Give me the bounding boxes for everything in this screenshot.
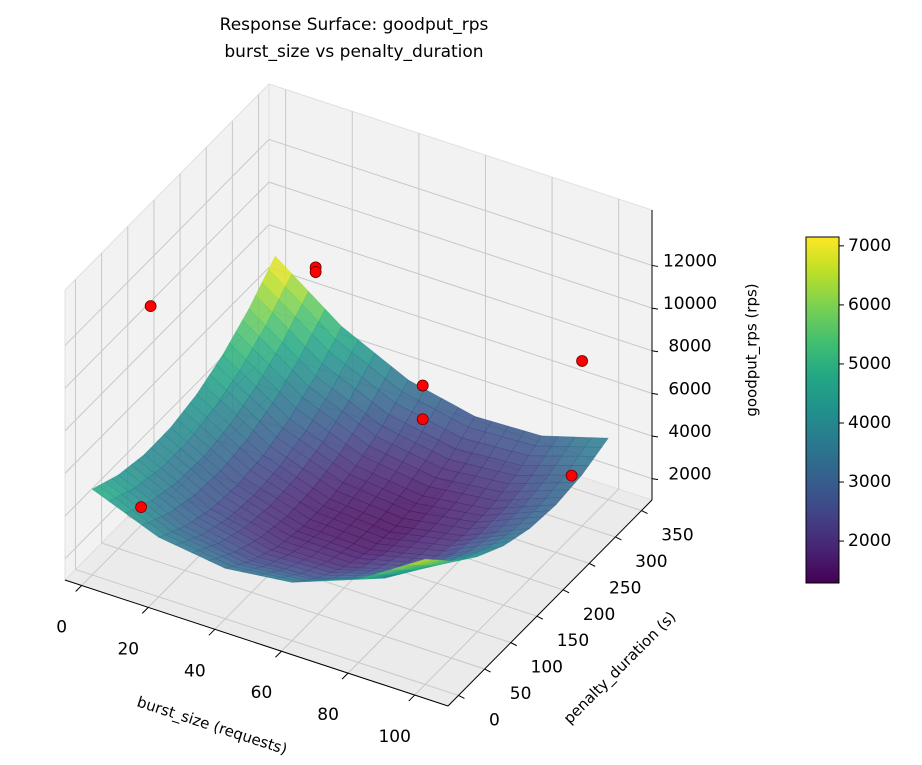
- grid-line: [64, 181, 270, 389]
- tick-mark: [141, 607, 149, 614]
- grid-line: [414, 488, 620, 696]
- chart-title: Response Surface: goodput_rps: [220, 15, 489, 35]
- axes: 0 20 40 60 80 100 0 50 100 150 200 250 300 350 2000 400…: [56, 210, 717, 747]
- y-tick-label: 50: [510, 684, 532, 704]
- z-tick-label: 10000: [663, 294, 717, 314]
- y-tick-label: 0: [489, 710, 500, 730]
- grid-line: [64, 267, 270, 474]
- tick-mark: [275, 650, 282, 658]
- grid-line: [268, 181, 653, 309]
- colorbar-tick-label: 5000: [848, 354, 891, 374]
- grid-line: [268, 266, 653, 394]
- z-tick-label: 4000: [668, 422, 711, 442]
- z-tick-label: 2000: [668, 465, 711, 485]
- x-tick-label: 20: [117, 639, 139, 659]
- tick-mark: [562, 589, 570, 594]
- x-tick-label: 0: [56, 617, 67, 637]
- tick-mark: [641, 510, 648, 515]
- data-point: [144, 300, 157, 313]
- y-axis-line: [447, 499, 653, 707]
- y-tick-label: 100: [531, 658, 563, 678]
- colorbar-tick-label: 2000: [848, 531, 891, 551]
- tick-mark: [208, 628, 216, 636]
- y-tick-label: 350: [661, 526, 693, 546]
- grid-line: [75, 568, 459, 696]
- colorbar-tick-label: 3000: [848, 472, 891, 492]
- colorbar-fill: [805, 236, 840, 584]
- tick-mark: [458, 694, 465, 699]
- tick-mark: [651, 478, 659, 481]
- z-tick-label: 12000: [663, 251, 717, 271]
- colorbar-tick-label: 4000: [848, 413, 891, 433]
- colorbar-tick-label: 7000: [848, 236, 891, 256]
- z-tick-label: 6000: [668, 379, 711, 399]
- grid-line: [268, 138, 653, 266]
- tick-mark: [484, 668, 491, 673]
- grid-line: [101, 542, 485, 670]
- tick-mark: [510, 642, 517, 647]
- z-tick-label: 8000: [668, 337, 711, 357]
- y-tick-label: 200: [583, 605, 615, 625]
- x-tick-label: 80: [317, 705, 339, 725]
- tick-mark: [536, 615, 544, 620]
- grid-line: [64, 224, 270, 432]
- x-axis-line: [64, 579, 449, 707]
- chart-subtitle: burst_size vs penalty_duration: [224, 42, 483, 62]
- x-tick-label: 100: [378, 727, 410, 747]
- points: [135, 261, 588, 514]
- tick-mark: [651, 392, 659, 395]
- z-axis-label: goodput_rps (rps): [743, 283, 762, 416]
- colorbar: 2000 3000 4000 5000 6000 7000: [805, 236, 891, 584]
- data-point: [135, 501, 148, 514]
- tick-mark: [75, 585, 83, 592]
- x-tick-label: 60: [251, 683, 273, 703]
- data-point: [416, 413, 429, 426]
- tick-mark: [615, 536, 622, 541]
- tick-mark: [408, 694, 416, 702]
- grid-line: [64, 139, 270, 346]
- data-point: [309, 266, 322, 278]
- y-tick-label: 250: [609, 578, 641, 598]
- tick-mark: [651, 435, 659, 438]
- y-tick-label: 150: [557, 631, 589, 651]
- tick-mark: [589, 562, 596, 567]
- data-point: [416, 379, 429, 392]
- grid-line: [268, 224, 653, 352]
- tick-mark: [651, 264, 659, 267]
- x-tick-label: 40: [184, 661, 206, 681]
- surface: [91, 255, 609, 583]
- surface-patch: [408, 558, 432, 565]
- data-point: [576, 355, 588, 367]
- colorbar-tick-label: 6000: [848, 295, 891, 315]
- tick-mark: [651, 350, 659, 353]
- tick-mark: [651, 307, 659, 310]
- y-tick-label: 300: [635, 552, 667, 572]
- tick-mark: [341, 672, 349, 680]
- data-point: [565, 469, 578, 482]
